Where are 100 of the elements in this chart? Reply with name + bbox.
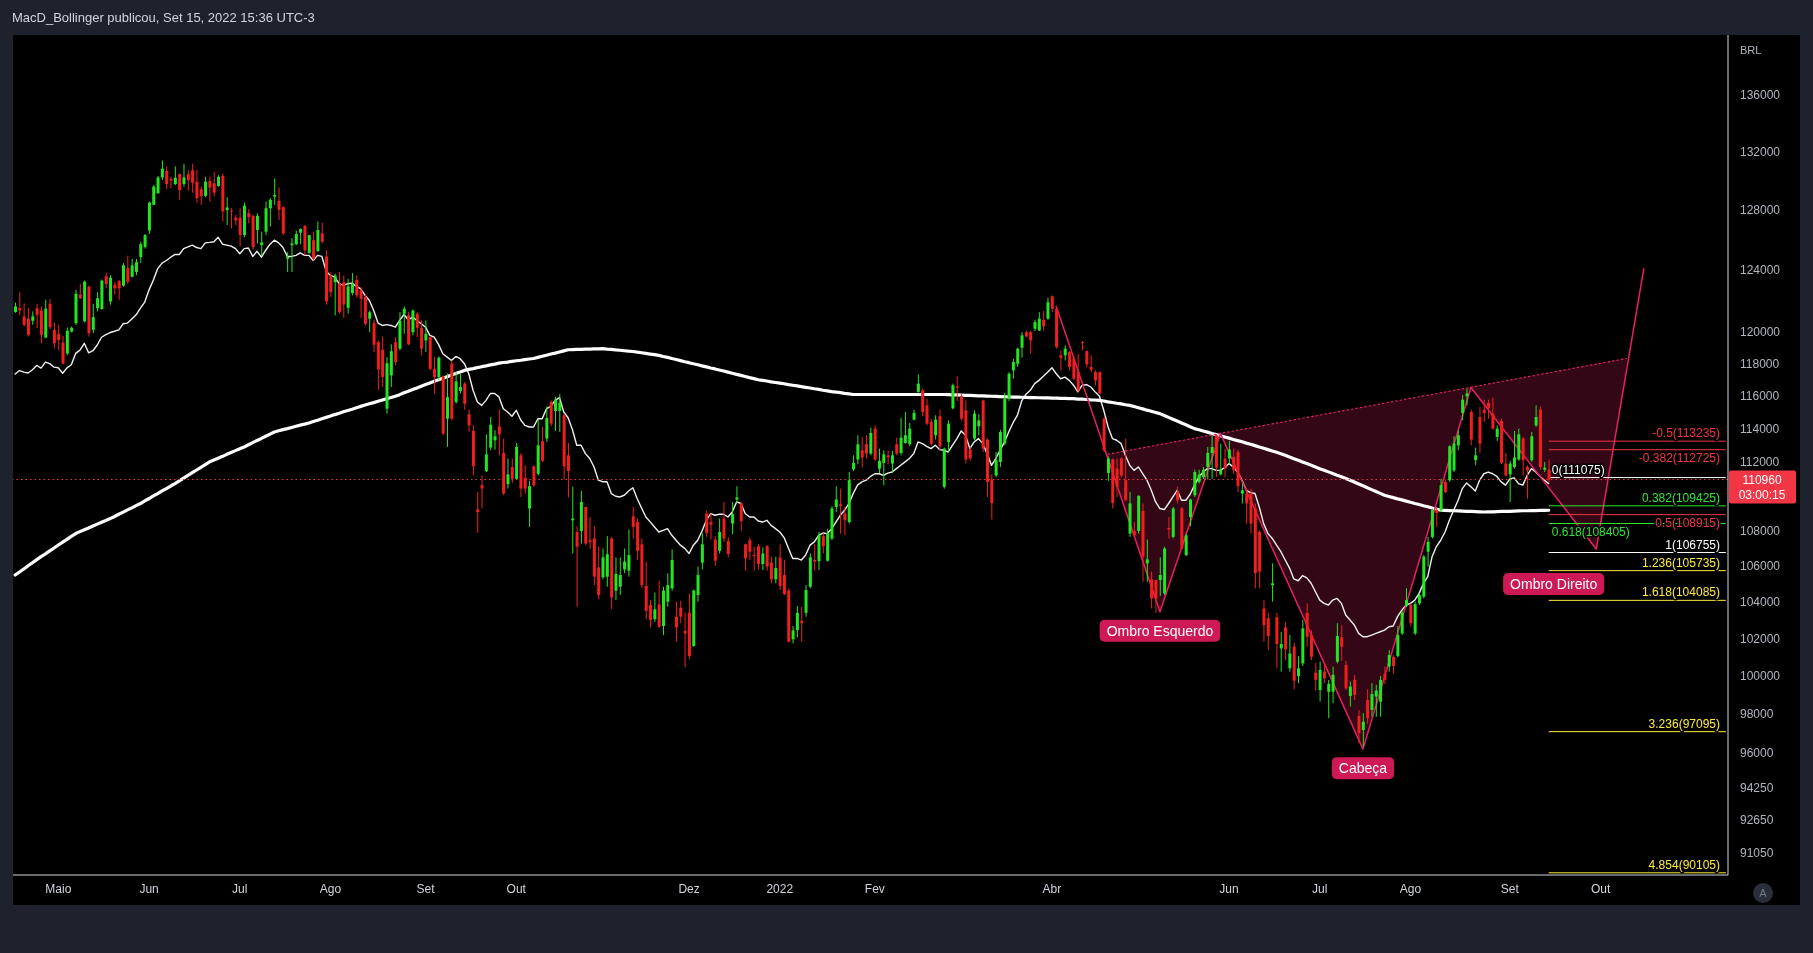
ref-line-label: 1.236(105735) [1641, 555, 1720, 570]
candlestick [977, 413, 981, 436]
ref-line-label: -0.382(112725) [1638, 450, 1720, 465]
candlestick [122, 262, 125, 288]
ref-line-label: 0.382(109425) [1641, 490, 1720, 505]
candlestick [908, 422, 912, 447]
candlestick [1392, 654, 1396, 675]
candlestick [57, 324, 61, 351]
candlestick [761, 546, 765, 571]
candlestick [1184, 533, 1188, 557]
line-series [14, 236, 1550, 638]
x-tick-label: 2022 [766, 881, 794, 896]
candlestick [1318, 661, 1322, 703]
x-tick-label: Jun [139, 881, 159, 896]
candlestick [1322, 662, 1326, 684]
candlestick [532, 464, 536, 488]
candlestick [614, 556, 618, 601]
candlestick [1115, 458, 1119, 498]
candlestick [1227, 440, 1231, 465]
candlestick [731, 501, 735, 535]
candlestick [204, 176, 208, 198]
y-tick-label: 100000 [1740, 669, 1781, 684]
chart-title: MacD_Bollinger publicou, Set 15, 2022 15:36 UTC-3 [12, 10, 315, 25]
y-tick-label: 116000 [1740, 388, 1780, 403]
ref-line-label: 0(111075) [1551, 462, 1605, 477]
candlestick [860, 436, 864, 469]
candlestick [1279, 631, 1283, 673]
candlestick [679, 600, 683, 624]
x-tick-label: Set [416, 881, 436, 896]
candlestick [109, 274, 113, 306]
candlestick [605, 535, 609, 588]
candlestick [91, 303, 95, 334]
candlestick [415, 311, 419, 338]
candlestick [424, 319, 428, 353]
candlestick [1072, 355, 1076, 381]
x-tick-label: Jul [1312, 881, 1328, 896]
candlestick [1530, 431, 1534, 463]
x-tick-label: Dez [678, 881, 700, 896]
y-tick-label: 132000 [1740, 144, 1781, 159]
candlestick [489, 416, 493, 451]
candlestick [411, 309, 415, 336]
candlestick [869, 427, 873, 456]
candlestick [1042, 310, 1046, 331]
y-tick-label: 108000 [1740, 523, 1781, 538]
candlestick [312, 231, 316, 262]
candlestick [117, 279, 121, 301]
candlestick [886, 449, 890, 465]
candlestick [1357, 709, 1361, 744]
candlestick [1288, 634, 1292, 673]
candlestick [657, 580, 661, 629]
candlestick [160, 159, 164, 181]
candlestick [346, 278, 350, 315]
candlestick [865, 434, 869, 460]
candlestick [1037, 311, 1041, 332]
candlestick [839, 488, 843, 535]
candlestick [307, 234, 311, 255]
candlestick [320, 222, 324, 244]
candlestick [541, 426, 545, 463]
candlestick [420, 319, 424, 356]
candlestick [1534, 404, 1538, 428]
candlestick [890, 450, 894, 474]
candlestick [1150, 571, 1154, 609]
candlestick [1206, 446, 1210, 481]
candlestick [510, 458, 514, 484]
candlestick [182, 163, 186, 188]
candlestick [1059, 349, 1063, 371]
candlestick [1106, 455, 1110, 482]
candlestick [627, 529, 631, 578]
candlestick [718, 518, 722, 554]
candlestick [1400, 609, 1404, 636]
candlestick [255, 212, 259, 244]
candlestick [1145, 539, 1149, 583]
text: 03:00:15 [1738, 487, 1786, 502]
y-tick-label: 118000 [1740, 356, 1780, 371]
x-tick-label: Jun [1219, 881, 1239, 896]
y-tick-label: 98000 [1740, 707, 1774, 722]
candlestick [1314, 662, 1318, 692]
candlestick [545, 405, 549, 443]
candlestick [113, 281, 117, 295]
candlestick [713, 535, 717, 567]
x-tick-label: Maio [45, 881, 72, 896]
candlestick [877, 448, 881, 474]
candlestick [1353, 674, 1357, 701]
candlestick [813, 543, 817, 572]
candlestick [882, 449, 886, 486]
candlestick [821, 532, 825, 554]
candlestick [1383, 666, 1387, 685]
candlestick [752, 546, 756, 572]
candlestick [1297, 655, 1301, 684]
candlestick [1016, 347, 1020, 368]
candlestick [549, 399, 553, 427]
candlestick [1387, 649, 1391, 673]
candlestick [1193, 469, 1197, 498]
candlestick [558, 393, 562, 433]
candlestick [1271, 562, 1275, 603]
candlestick [1487, 399, 1491, 420]
x-tick-label: Ago [1399, 881, 1422, 896]
candlestick [1046, 297, 1050, 321]
candlestick [1284, 621, 1288, 661]
candlestick [726, 536, 730, 558]
